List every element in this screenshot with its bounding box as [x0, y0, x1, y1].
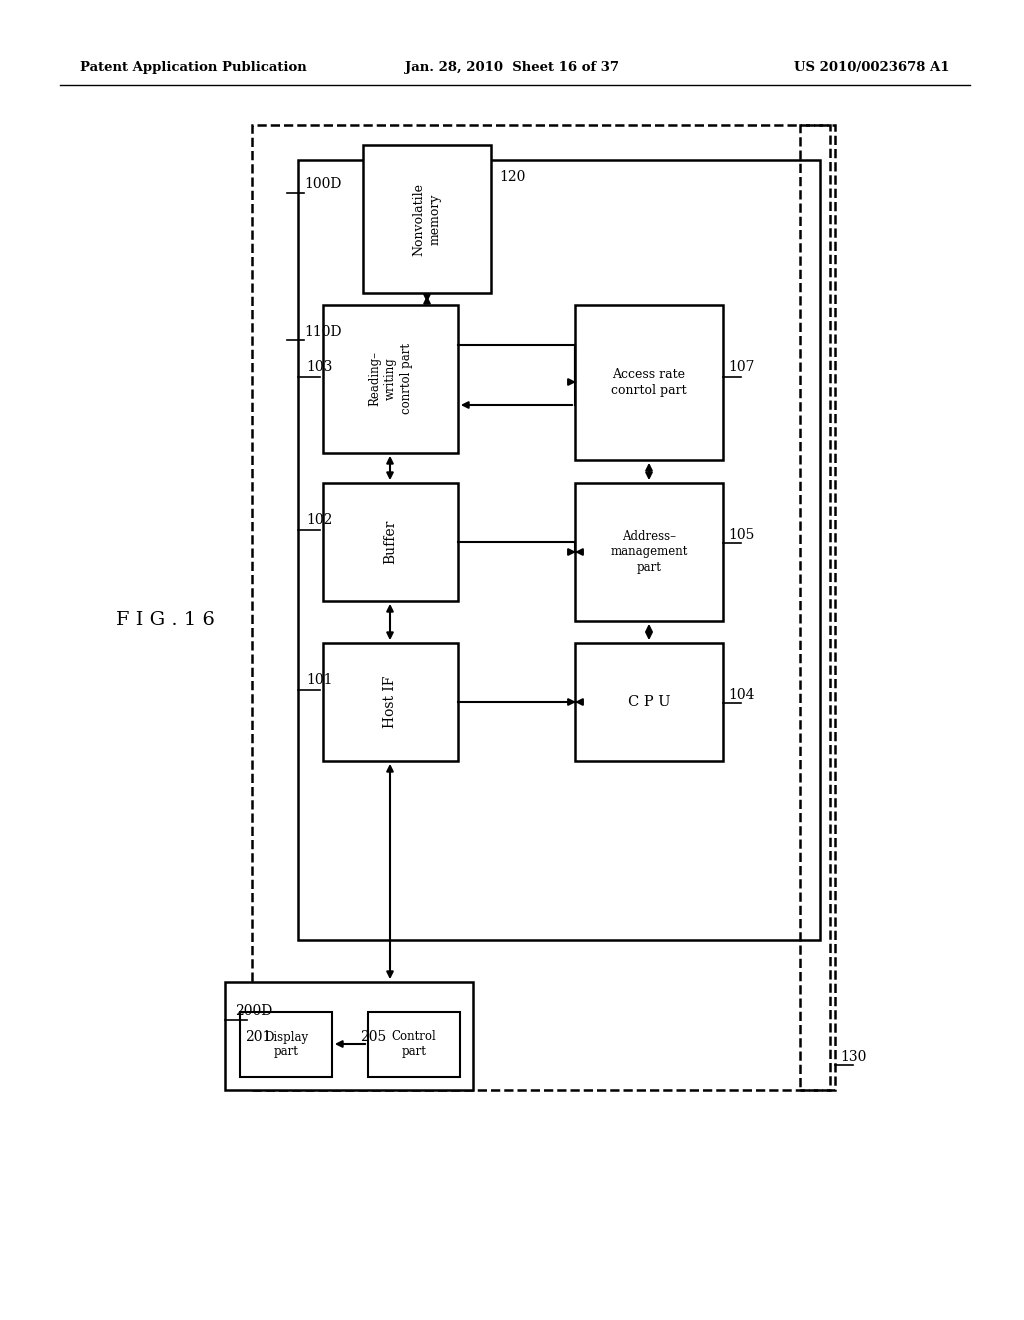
Text: 107: 107: [728, 360, 755, 374]
Text: 205: 205: [360, 1030, 386, 1044]
Bar: [368, 1012, 460, 1077]
Text: Display
part: Display part: [264, 1031, 308, 1059]
Text: Control
part: Control part: [391, 1031, 436, 1059]
Bar: [252, 125, 830, 1090]
Text: 101: 101: [306, 673, 333, 686]
Text: Address–
management
part: Address– management part: [610, 529, 688, 574]
Text: 102: 102: [306, 513, 333, 527]
Bar: [323, 305, 458, 453]
Bar: [240, 1012, 332, 1077]
Bar: [575, 483, 723, 620]
Bar: [575, 643, 723, 762]
Text: 103: 103: [306, 360, 333, 374]
Text: 120: 120: [499, 170, 525, 183]
Text: US 2010/0023678 A1: US 2010/0023678 A1: [795, 62, 950, 74]
Text: C P U: C P U: [628, 696, 671, 709]
Text: Buffer: Buffer: [384, 520, 397, 564]
Text: 110D: 110D: [304, 325, 341, 339]
Bar: [362, 145, 490, 293]
Text: Host IF: Host IF: [384, 676, 397, 729]
Bar: [323, 643, 458, 762]
Text: 130: 130: [840, 1049, 866, 1064]
Bar: [575, 305, 723, 459]
Text: 105: 105: [728, 528, 755, 543]
Text: Nonvolatile
memory: Nonvolatile memory: [413, 182, 441, 256]
Text: Reading–
writing
conrtol part: Reading– writing conrtol part: [368, 343, 413, 414]
Text: F I G . 1 6: F I G . 1 6: [116, 611, 214, 630]
Bar: [323, 483, 458, 601]
Text: Patent Application Publication: Patent Application Publication: [80, 62, 307, 74]
Bar: [225, 982, 473, 1090]
Bar: [800, 125, 835, 1090]
Text: 104: 104: [728, 688, 755, 702]
Text: 200D: 200D: [234, 1005, 272, 1018]
Text: Jan. 28, 2010  Sheet 16 of 37: Jan. 28, 2010 Sheet 16 of 37: [406, 62, 618, 74]
Text: 100D: 100D: [304, 177, 341, 191]
Text: 201: 201: [245, 1030, 271, 1044]
Bar: [298, 160, 820, 940]
Text: Access rate
conrtol part: Access rate conrtol part: [611, 368, 687, 397]
